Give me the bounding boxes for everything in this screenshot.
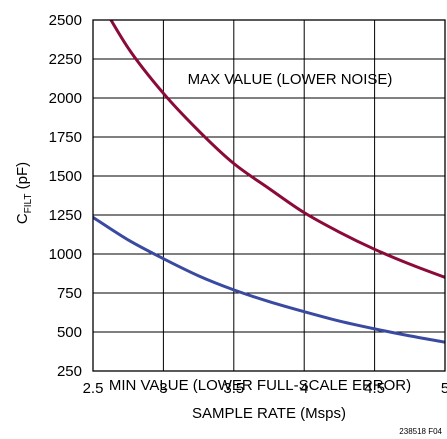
y-tick-label: 1750 <box>49 129 82 146</box>
x-tick-label: 5 <box>441 380 447 397</box>
x-axis-label: SAMPLE RATE (Msps) <box>192 405 346 422</box>
max-value-curve <box>93 0 445 277</box>
figure-id: 238518 F04 <box>399 427 442 436</box>
min-value-annotation: MIN VALUE (LOWER FULL-SCALE ERROR) <box>109 377 411 394</box>
y-tick-label: 750 <box>57 285 82 302</box>
y-tick-label: 500 <box>57 324 82 341</box>
y-tick-label: 2250 <box>49 51 82 68</box>
y-tick-label: 1250 <box>49 207 82 224</box>
y-axis-label-unit: (pF) <box>14 162 31 194</box>
min-value-curve <box>93 217 445 342</box>
y-tick-label: 1500 <box>49 168 82 185</box>
y-axis-label-main: C <box>14 213 31 224</box>
x-tick-label: 2.5 <box>83 380 104 397</box>
y-tick-labels: 250 500 750 1000 1250 1500 1750 2000 2250 2500 <box>49 12 82 380</box>
y-tick-label: 2500 <box>49 12 82 29</box>
y-tick-label: 250 <box>57 363 82 380</box>
y-axis-label-subscript: FILT <box>23 194 34 214</box>
max-value-annotation: MAX VALUE (LOWER NOISE) <box>188 71 393 88</box>
y-tick-label: 2000 <box>49 90 82 107</box>
y-axis-label: CFILT (pF) <box>14 162 34 224</box>
data-series <box>93 0 445 342</box>
y-tick-label: 1000 <box>49 246 82 263</box>
